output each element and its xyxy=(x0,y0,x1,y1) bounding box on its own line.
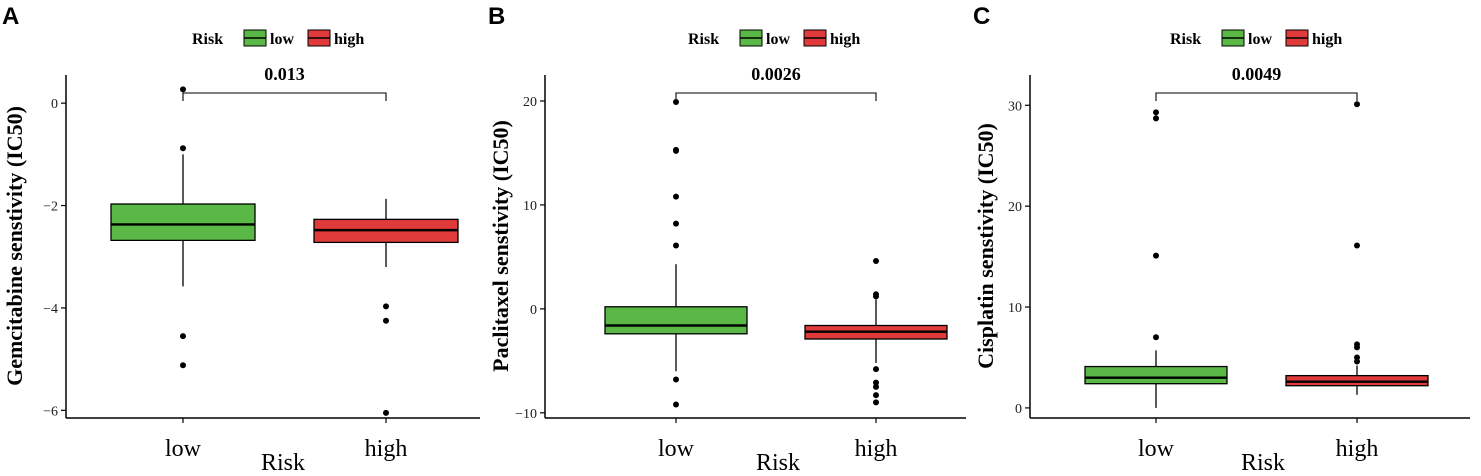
y-tick-label: 20 xyxy=(523,95,537,110)
outlier-point xyxy=(673,242,679,249)
y-tick-label: 0 xyxy=(1015,402,1022,417)
outlier-point xyxy=(1354,101,1360,108)
legend-label-low: low xyxy=(270,31,294,48)
legend-label-low: low xyxy=(1248,31,1272,48)
x-axis-label: Risk xyxy=(756,450,800,476)
box-iqr xyxy=(1084,365,1228,385)
legend-title: Risk xyxy=(688,31,719,48)
x-tick-label-low: low xyxy=(658,436,695,462)
panel-letter: B xyxy=(488,3,505,30)
y-tick-label: 10 xyxy=(523,199,537,214)
legend-title: Risk xyxy=(192,31,223,48)
outlier-point xyxy=(673,99,679,106)
outlier-point xyxy=(673,401,679,408)
legend-label-high: high xyxy=(830,31,860,48)
significance-bracket xyxy=(1155,92,1358,101)
outlier-point xyxy=(673,193,679,200)
y-tick-label: 0 xyxy=(530,303,537,318)
x-tick-label-high: high xyxy=(855,436,898,462)
y-tick-label: 10 xyxy=(1008,301,1022,316)
y-tick-label: 30 xyxy=(1008,99,1022,114)
box-iqr xyxy=(110,203,256,242)
box-low xyxy=(110,86,256,369)
legend-title: Risk xyxy=(1170,31,1201,48)
outlier-point xyxy=(873,379,879,386)
outlier-point xyxy=(1153,252,1159,259)
x-tick-label-high: high xyxy=(1336,436,1379,462)
significance-bracket xyxy=(182,92,387,101)
x-axis-label: Risk xyxy=(261,450,305,476)
outlier-point xyxy=(383,409,389,416)
outlier-point xyxy=(383,303,389,310)
p-value-label: 0.0049 xyxy=(1232,64,1282,84)
x-axis-label: Risk xyxy=(1241,450,1285,476)
outlier-point xyxy=(1153,334,1159,341)
box-high xyxy=(804,258,948,406)
p-value-label: 0.013 xyxy=(264,64,305,84)
y-tick-label: −2 xyxy=(43,200,58,215)
box-high xyxy=(313,198,459,416)
outlier-point xyxy=(180,86,186,93)
outlier-point xyxy=(1354,358,1360,365)
outlier-point xyxy=(1354,344,1360,351)
outlier-point xyxy=(180,145,186,152)
outlier-point xyxy=(673,220,679,227)
legend: Risk low high xyxy=(1170,29,1342,48)
p-value-label: 0.0026 xyxy=(751,64,801,84)
outlier-point xyxy=(180,333,186,340)
y-axis-label: Gemcitabine senstivity (IC50) xyxy=(2,106,27,386)
outlier-point xyxy=(1153,109,1159,116)
box-high xyxy=(1285,101,1429,395)
legend: Risk low high xyxy=(192,29,364,48)
y-axis-label: Paclitaxel senstivity (IC50) xyxy=(488,120,513,372)
panel-c: C Risk low high 30 20 10 0 Cisplatin senstivity … xyxy=(973,3,1470,476)
outlier-point xyxy=(873,293,879,300)
legend-label-high: high xyxy=(1312,31,1342,48)
outlier-point xyxy=(1153,115,1159,122)
panel-a: A Risk low high 0 −2 −4 −6 Gemcitabine senstivit… xyxy=(2,3,480,476)
legend: Risk low high xyxy=(688,29,860,48)
outlier-point xyxy=(180,362,186,369)
significance-bracket xyxy=(675,92,877,101)
outlier-point xyxy=(673,376,679,383)
x-tick-label-low: low xyxy=(165,436,202,462)
box-iqr xyxy=(604,306,748,335)
outlier-point xyxy=(873,366,879,373)
outlier-point xyxy=(673,146,679,153)
outlier-point xyxy=(383,317,389,324)
panel-letter: C xyxy=(973,3,990,30)
outlier-point xyxy=(873,258,879,265)
legend-label-high: high xyxy=(334,31,364,48)
legend-label-low: low xyxy=(766,31,790,48)
x-tick-label-low: low xyxy=(1138,436,1175,462)
y-tick-label: 20 xyxy=(1008,200,1022,215)
y-tick-label: −10 xyxy=(515,407,537,422)
y-tick-label: −4 xyxy=(43,302,58,317)
y-tick-label: −6 xyxy=(43,404,58,419)
panel-letter: A xyxy=(2,3,19,30)
outlier-point xyxy=(873,399,879,406)
outlier-point xyxy=(873,383,879,390)
outlier-point xyxy=(873,392,879,399)
panel-b: B Risk low high 20 10 0 −10 Paclitaxel senstivit… xyxy=(488,3,966,476)
y-axis-label: Cisplatin senstivity (IC50) xyxy=(973,123,998,369)
box-low xyxy=(1084,109,1228,408)
outlier-point xyxy=(1354,242,1360,249)
box-low xyxy=(604,99,748,408)
y-tick-label: 0 xyxy=(51,97,58,112)
x-tick-label-high: high xyxy=(365,436,408,462)
